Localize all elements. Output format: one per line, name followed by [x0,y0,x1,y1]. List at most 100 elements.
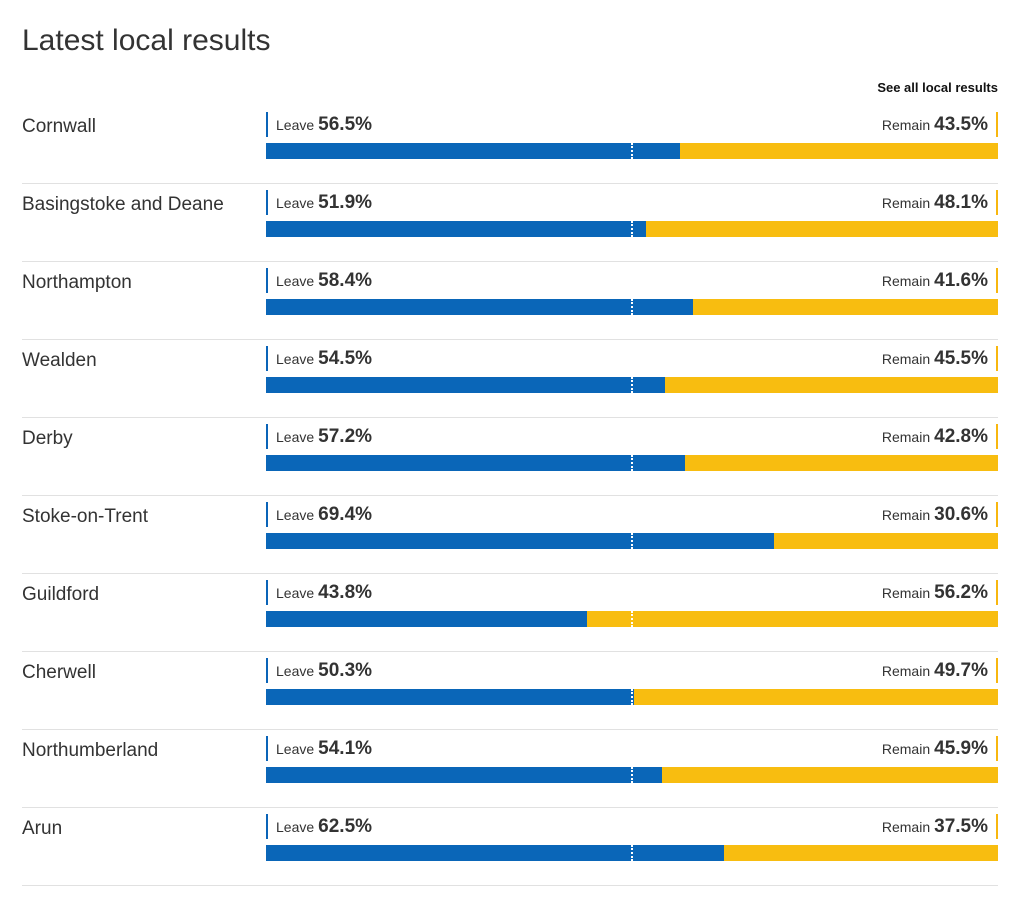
leave-label: Leave [276,117,315,133]
remain-result: Remain 49.7% [882,658,998,683]
midpoint-marker [631,299,633,315]
result-bar [266,143,998,159]
midpoint-marker [631,767,633,783]
leave-label: Leave [276,585,315,601]
leave-percent: 57.2% [318,426,373,447]
area-name: Guildford [22,584,100,605]
midpoint-marker [631,845,633,861]
leave-bar-segment [266,611,587,627]
remain-percent: 37.5% [934,816,988,837]
midpoint-marker [631,221,633,237]
leave-label: Leave [276,273,315,289]
leave-bar-segment [266,143,680,159]
result-row: Cornwall Leave 56.5% Remain 43.5% [22,106,998,184]
page-title: Latest local results [22,24,271,57]
leave-percent: 43.8% [318,582,373,603]
remain-label: Remain [881,663,931,679]
leave-bar-segment [266,689,635,705]
leave-label: Leave [276,429,315,445]
result-row: Arun Leave 62.5% Remain 37.5% [22,808,998,886]
result-bar [266,689,998,705]
remain-percent: 45.9% [934,738,988,759]
area-name: Northumberland [22,740,159,761]
remain-label: Remain [881,117,931,133]
area-name: Cornwall [22,116,96,137]
remain-result: Remain 43.5% [882,112,998,137]
leave-result: Leave 57.2% [266,424,372,449]
result-bar [266,299,998,315]
result-row: Northampton Leave 58.4% Remain 41.6% [22,262,998,340]
remain-label: Remain [881,819,931,835]
leave-result: Leave 50.3% [266,658,372,683]
midpoint-marker [631,689,633,705]
remain-result: Remain 56.2% [882,580,998,605]
see-all-local-results-link[interactable]: See all local results [877,80,998,95]
area-name: Derby [22,428,73,449]
area-name: Northampton [22,272,132,293]
remain-result: Remain 45.9% [882,736,998,761]
result-bar [266,377,998,393]
leave-result: Leave 43.8% [266,580,372,605]
leave-label: Leave [276,819,315,835]
remain-label: Remain [881,273,931,289]
leave-bar-segment [266,221,646,237]
leave-bar-segment [266,845,724,861]
remain-label: Remain [881,351,931,367]
leave-percent: 62.5% [318,816,373,837]
leave-result: Leave 58.4% [266,268,372,293]
result-bar [266,611,998,627]
leave-percent: 54.5% [318,348,373,369]
leave-percent: 58.4% [318,270,373,291]
result-bar [266,845,998,861]
leave-percent: 69.4% [318,504,373,525]
result-row: Stoke-on-Trent Leave 69.4% Remain 30.6% [22,496,998,574]
remain-percent: 43.5% [934,114,988,135]
midpoint-marker [631,143,633,159]
midpoint-marker [631,533,633,549]
result-row: Guildford Leave 43.8% Remain 56.2% [22,574,998,652]
result-row: Wealden Leave 54.5% Remain 45.5% [22,340,998,418]
leave-result: Leave 62.5% [266,814,372,839]
leave-result: Leave 69.4% [266,502,372,527]
remain-percent: 56.2% [934,582,988,603]
leave-percent: 56.5% [318,114,373,135]
remain-label: Remain [881,741,931,757]
remain-result: Remain 37.5% [882,814,998,839]
leave-bar-segment [266,455,685,471]
leave-bar-segment [266,299,694,315]
remain-label: Remain [881,195,931,211]
leave-bar-segment [266,377,665,393]
area-name: Basingstoke and Deane [22,194,224,215]
result-bar [266,221,998,237]
remain-result: Remain 42.8% [882,424,998,449]
remain-label: Remain [881,585,931,601]
result-bar [266,767,998,783]
leave-label: Leave [276,741,315,757]
remain-percent: 48.1% [934,192,988,213]
leave-result: Leave 54.1% [266,736,372,761]
remain-result: Remain 41.6% [882,268,998,293]
leave-label: Leave [276,195,315,211]
result-row: Derby Leave 57.2% Remain 42.8% [22,418,998,496]
remain-label: Remain [881,429,931,445]
leave-bar-segment [266,533,774,549]
result-row: Cherwell Leave 50.3% Remain 49.7% [22,652,998,730]
result-row: Northumberland Leave 54.1% Remain 45.9% [22,730,998,808]
remain-result: Remain 45.5% [882,346,998,371]
leave-percent: 51.9% [318,192,373,213]
area-name: Wealden [22,350,97,371]
remain-result: Remain 30.6% [882,502,998,527]
area-name: Cherwell [22,662,96,683]
leave-percent: 54.1% [318,738,373,759]
midpoint-marker [631,455,633,471]
remain-percent: 30.6% [934,504,988,525]
area-name: Arun [22,818,63,839]
leave-bar-segment [266,767,662,783]
leave-label: Leave [276,351,315,367]
midpoint-marker [631,377,633,393]
remain-percent: 49.7% [934,660,988,681]
remain-percent: 45.5% [934,348,988,369]
leave-result: Leave 56.5% [266,112,372,137]
leave-result: Leave 51.9% [266,190,372,215]
leave-result: Leave 54.5% [266,346,372,371]
